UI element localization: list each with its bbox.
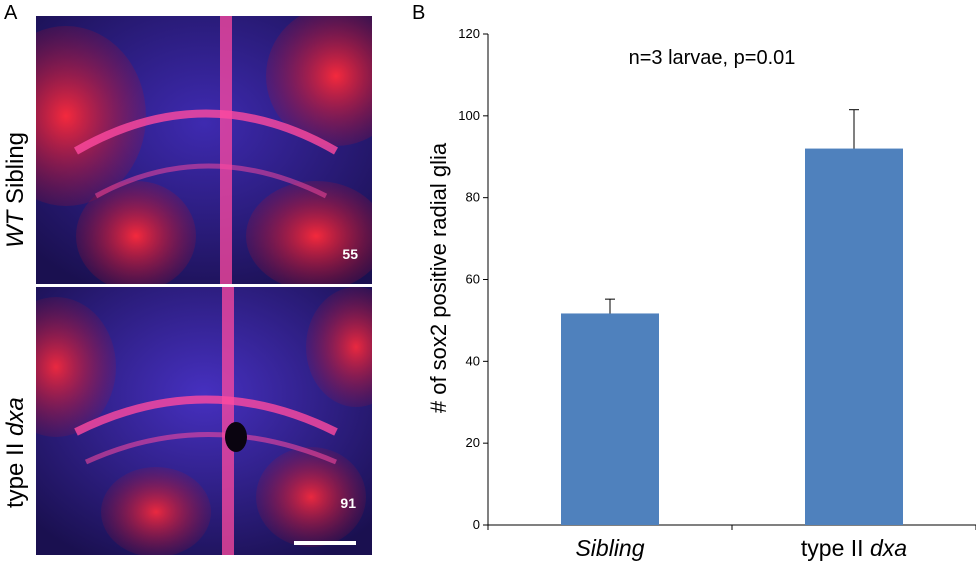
chart-annotation: n=3 larvae, p=0.01 <box>629 47 796 69</box>
wt-italic-text: WT <box>2 210 29 248</box>
x-category-plain-part: type II <box>801 535 870 561</box>
y-tick-label: 120 <box>458 26 480 41</box>
bar-chart: 0 20 40 60 80 100 120 Sibling type II dxa n=3 l… <box>426 26 976 561</box>
dxa-italic-text: dxa <box>2 397 29 436</box>
dxa-row-label: type II dxa <box>2 397 30 508</box>
scale-bar <box>294 541 356 545</box>
sibling-text: Sibling <box>2 131 29 211</box>
error-bars <box>605 109 859 314</box>
y-tick-label: 20 <box>466 435 480 450</box>
panel-b-letter: B <box>412 2 426 24</box>
panel-a-letter: A <box>4 2 18 24</box>
y-axis-label: # of sox2 positive radial glia <box>426 142 451 413</box>
bar-2 <box>805 148 903 526</box>
micrograph-wt-sibling: 55 <box>36 16 372 284</box>
y-tick-label: 100 <box>458 108 480 123</box>
y-tick-label: 40 <box>466 353 480 368</box>
micrograph-dxa: 91 <box>36 287 372 555</box>
y-ticks: 0 20 40 60 80 100 120 <box>458 26 488 532</box>
wt-sibling-row-label: WT Sibling <box>2 132 30 248</box>
wt-count-label: 55 <box>342 246 358 262</box>
x-category-italic-part: dxa <box>870 535 907 561</box>
y-tick-label: 60 <box>466 272 480 287</box>
y-tick-label: 80 <box>466 190 480 205</box>
x-category-italic-part: Sibling <box>575 535 644 561</box>
bar-1 <box>561 313 659 525</box>
micrograph-dxa-image <box>36 287 372 555</box>
micrograph-wt-image <box>36 16 372 284</box>
type-ii-text: type II <box>2 435 29 508</box>
bars <box>561 148 903 526</box>
x-category-label-2: type II dxa <box>801 535 907 561</box>
x-category-label-1: Sibling <box>575 535 644 561</box>
dxa-count-label: 91 <box>340 495 356 511</box>
x-category-labels: Sibling type II dxa <box>575 535 907 561</box>
y-tick-label: 0 <box>473 517 480 532</box>
